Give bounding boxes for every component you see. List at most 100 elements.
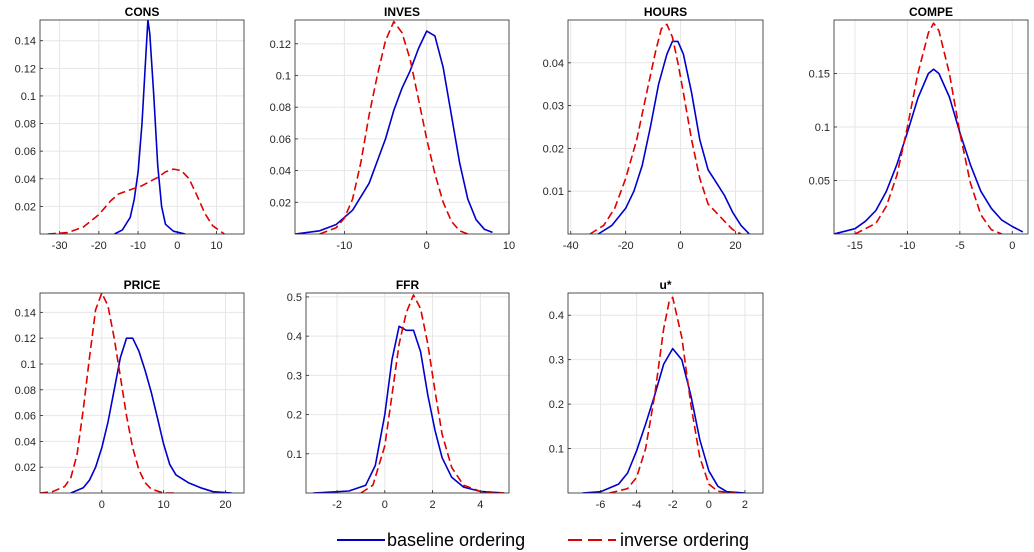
y-tick-label: 0.08 [15, 119, 36, 131]
y-tick-label: 0.02 [15, 201, 36, 213]
y-tick-label: 0.12 [15, 333, 36, 345]
series-line-inverse [319, 20, 469, 234]
x-tick-label: 4 [477, 499, 483, 511]
panel-title: INVES [384, 5, 420, 19]
series-line-baseline [70, 337, 232, 493]
x-tick-label: 0 [1009, 240, 1015, 252]
panel-5: -2 0 2 4 0.1 0.2 0.3 0.4 0.5 FFR [287, 278, 510, 511]
y-tick-label: 0.3 [287, 370, 302, 382]
series-line-inverse [589, 23, 742, 234]
y-tick-label: 0.04 [270, 166, 291, 178]
panel-6: -6 -4 -2 0 2 0.1 0.2 0.3 0.4 u* [549, 278, 764, 511]
y-tick-label: 0.01 [543, 186, 564, 198]
y-tick-label: 0.15 [809, 69, 830, 81]
plot-area [568, 20, 763, 234]
x-tick-label: 20 [219, 499, 231, 511]
y-tick-label: 0.12 [15, 63, 36, 75]
y-tick-label: 0.12 [270, 39, 291, 51]
y-tick-label: 0.4 [549, 310, 564, 322]
x-tick-label: -10 [130, 240, 146, 252]
y-tick-label: 0.1 [815, 122, 830, 134]
x-tick-label: -20 [618, 240, 634, 252]
panel-title: PRICE [124, 278, 161, 292]
x-tick-label: 20 [729, 240, 741, 252]
panel-title: HOURS [644, 5, 687, 19]
panel-title: COMPE [909, 5, 953, 19]
x-tick-label: 10 [503, 240, 515, 252]
y-tick-label: 0.5 [287, 292, 302, 304]
x-tick-label: 2 [430, 499, 436, 511]
legend-label-inverse: inverse ordering [620, 530, 749, 550]
x-tick-label: 0 [424, 240, 430, 252]
series-line-baseline [597, 40, 750, 234]
panel-title: u* [660, 278, 672, 292]
x-tick-label: -2 [668, 499, 678, 511]
x-tick-label: 2 [742, 499, 748, 511]
x-tick-label: 10 [210, 240, 222, 252]
x-tick-label: -10 [336, 240, 352, 252]
panel-2: -40 -20 0 20 0.01 0.02 0.03 0.04 HOURS [543, 5, 764, 252]
y-tick-label: 0.02 [15, 462, 36, 474]
y-tick-label: 0.1 [276, 70, 291, 82]
panel-0: -30 -20 -10 0 10 0.02 0.04 0.06 0.08 0.1 0.12 0.14 C… [15, 5, 245, 252]
y-tick-label: 0.02 [270, 197, 291, 209]
y-tick-label: 0.04 [543, 58, 564, 70]
y-tick-label: 0.1 [21, 359, 36, 371]
axes-box [39, 292, 245, 494]
x-tick-label: -4 [632, 499, 642, 511]
axes-box [567, 19, 764, 235]
y-tick-label: 0.1 [549, 444, 564, 456]
y-tick-label: 0.3 [549, 355, 564, 367]
y-tick-label: 0.08 [15, 385, 36, 397]
x-tick-label: 0 [174, 240, 180, 252]
plot-area [568, 293, 763, 493]
series-line-inverse [47, 168, 225, 234]
x-tick-label: -30 [52, 240, 68, 252]
x-tick-label: 0 [382, 499, 388, 511]
series-line-baseline [295, 30, 493, 234]
series-line-inverse [40, 293, 176, 493]
y-tick-label: 0.02 [543, 143, 564, 155]
panel-title: FFR [396, 278, 420, 292]
plot-area [40, 293, 244, 493]
panel-4: 0 10 20 0.02 0.04 0.06 0.08 0.1 0.12 0.14 PRICE [15, 278, 245, 511]
y-tick-label: 0.1 [21, 91, 36, 103]
y-tick-label: 0.08 [270, 102, 291, 114]
legend: baseline ordering inverse ordering [337, 530, 749, 550]
panel-3: -15 -10 -5 0 0.05 0.1 0.15 COMPE [809, 5, 1029, 252]
series-line-baseline [313, 325, 505, 493]
plot-area [295, 20, 509, 234]
y-tick-label: 0.03 [543, 101, 564, 113]
x-tick-label: -15 [847, 240, 863, 252]
panel-title: CONS [125, 5, 160, 19]
series-line-baseline [834, 68, 1024, 234]
panels-group: -30 -20 -10 0 100.020.040.060.080.10.120.14C… [15, 5, 1029, 511]
x-tick-label: -6 [596, 499, 606, 511]
y-tick-label: 0.06 [15, 146, 36, 158]
panel-1: -10 0 10 0.02 0.04 0.06 0.08 0.1 0.12 INVES [270, 5, 516, 252]
x-tick-label: -20 [91, 240, 107, 252]
series-line-inverse [854, 22, 1003, 234]
y-tick-label: 0.04 [15, 174, 36, 186]
series-line-inverse [360, 294, 505, 493]
legend-label-baseline: baseline ordering [387, 530, 525, 550]
x-tick-label: 0 [678, 240, 684, 252]
y-tick-label: 0.06 [270, 134, 291, 146]
y-tick-label: 0.14 [15, 36, 36, 48]
y-tick-label: 0.04 [15, 436, 36, 448]
series-line-inverse [609, 296, 736, 493]
x-tick-label: -40 [563, 240, 579, 252]
y-tick-label: 0.2 [287, 410, 302, 422]
y-tick-label: 0.4 [287, 331, 302, 343]
y-tick-label: 0.05 [809, 176, 830, 188]
series-line-baseline [114, 20, 186, 234]
axes-box [294, 19, 510, 235]
plot-area [306, 293, 509, 493]
y-tick-label: 0.1 [287, 449, 302, 461]
x-tick-label: 0 [706, 499, 712, 511]
x-tick-label: -10 [899, 240, 915, 252]
y-tick-label: 0.06 [15, 411, 36, 423]
series-line-baseline [582, 347, 745, 493]
axes-box [39, 19, 245, 235]
